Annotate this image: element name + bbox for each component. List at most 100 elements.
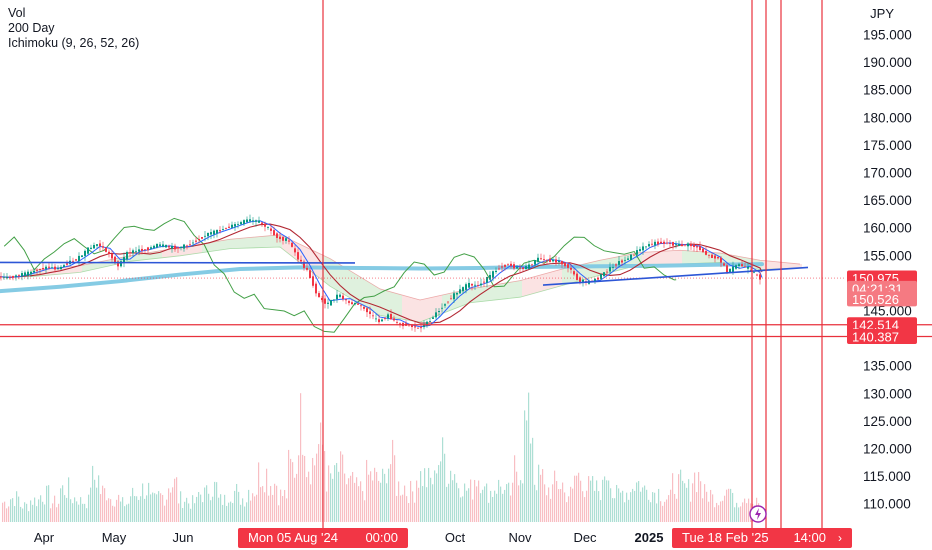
cloud-segment <box>266 235 270 248</box>
volume-bar <box>684 483 686 522</box>
candle <box>99 243 101 247</box>
y-tick-label: 185.000 <box>863 83 912 98</box>
legend-item-ichimoku[interactable]: Ichimoku (9, 26, 52, 26) <box>8 36 140 50</box>
cloud-segment <box>402 294 406 320</box>
volume-bar <box>316 453 318 522</box>
candle <box>18 274 20 276</box>
y-tick-label: 110.000 <box>863 497 911 512</box>
candle <box>609 267 611 272</box>
candle <box>597 277 599 280</box>
candle <box>633 254 635 256</box>
currency-label[interactable]: JPY <box>870 6 894 21</box>
candle <box>519 268 521 270</box>
cloud-segment <box>78 265 82 273</box>
candle <box>312 276 314 286</box>
volume-bar <box>404 485 406 522</box>
volume-bar <box>702 498 704 522</box>
volume-bar <box>290 458 292 522</box>
volume-bar <box>130 496 132 522</box>
cloud-segment <box>410 297 414 322</box>
candle <box>750 269 752 271</box>
candle <box>90 247 92 249</box>
volume-bar <box>538 464 540 522</box>
volume-bar <box>328 465 330 522</box>
legend-item-200-day[interactable]: 200 Day <box>8 21 55 35</box>
volume-bar <box>542 469 544 522</box>
candle <box>705 250 707 255</box>
volume-bar <box>634 490 636 522</box>
volume-bar <box>574 475 576 522</box>
volume-bar <box>738 507 740 522</box>
volume-bar <box>152 492 154 522</box>
candle <box>204 235 206 237</box>
volume-bar <box>396 495 398 522</box>
volume-bar <box>432 484 434 522</box>
y-tick-label: 115.000 <box>863 469 911 484</box>
volume-bar <box>504 489 506 522</box>
volume-bar <box>124 506 126 522</box>
legend-item-vol[interactable]: Vol <box>8 6 26 20</box>
candle <box>378 319 380 323</box>
candle <box>396 321 398 323</box>
candle <box>732 266 734 273</box>
candle <box>486 276 488 283</box>
volume-bar <box>516 471 518 522</box>
volume-bar <box>120 501 122 522</box>
candle <box>21 273 23 277</box>
volume-bar <box>362 491 364 522</box>
candle <box>636 250 638 255</box>
cloud-segment <box>90 262 94 271</box>
candle <box>375 318 377 320</box>
cloud-segment <box>346 268 350 298</box>
volume-bar <box>98 475 100 522</box>
volume-bar <box>34 497 36 522</box>
candle <box>300 259 302 262</box>
volume-bar <box>166 499 168 522</box>
volume-bar <box>650 502 652 522</box>
volume-bar <box>314 465 316 522</box>
candle <box>306 267 308 270</box>
candle <box>555 259 557 263</box>
cloud-segment <box>670 250 674 265</box>
volume-bar <box>308 471 310 522</box>
x-tick-label: Jun <box>173 530 194 545</box>
candle <box>726 265 728 273</box>
candle <box>93 244 95 249</box>
candle <box>102 246 104 248</box>
volume-bar <box>458 488 460 522</box>
cloud-segment <box>666 250 670 265</box>
cloud-segment <box>334 260 338 291</box>
volume-bar <box>716 502 718 522</box>
volume-bar <box>300 393 302 522</box>
volume-bar <box>724 495 726 522</box>
volume-bar <box>592 476 594 522</box>
volume-bar <box>606 480 608 522</box>
volume-bar <box>76 501 78 522</box>
candle <box>354 302 356 305</box>
candle <box>252 220 254 222</box>
volume-bar <box>492 496 494 522</box>
horizontal-levels[interactable] <box>0 324 932 338</box>
cloud-segment <box>414 298 418 322</box>
candle <box>216 229 218 234</box>
volume-bar <box>248 489 250 522</box>
volume-bar <box>594 490 596 522</box>
trend-lines[interactable] <box>0 261 809 286</box>
cloud-segment <box>394 292 398 319</box>
volume-bar <box>236 483 238 522</box>
volume-bar <box>510 495 512 522</box>
x-tick-label: 2025 <box>635 530 664 545</box>
volume-bar <box>674 493 676 522</box>
x-tick-label: Oct <box>445 530 466 545</box>
volume-bar <box>144 498 146 522</box>
volume-bar <box>556 480 558 522</box>
cloud-segment <box>690 250 694 264</box>
vertical-markers[interactable] <box>322 0 823 528</box>
volume-bar <box>92 465 94 522</box>
cloud-segment <box>242 237 246 249</box>
x-tick-label: May <box>102 530 127 545</box>
price-axis[interactable]: 110.000 115.000 120.000 125.000 130.000 135.0… <box>863 28 912 512</box>
volume-bar <box>550 498 552 522</box>
cloud-segment <box>790 263 794 269</box>
